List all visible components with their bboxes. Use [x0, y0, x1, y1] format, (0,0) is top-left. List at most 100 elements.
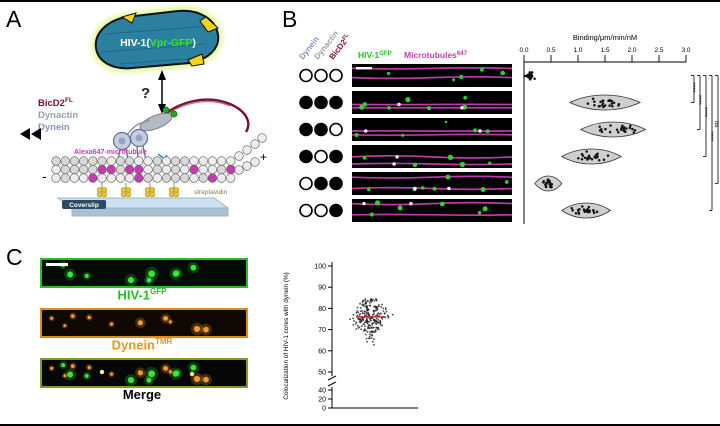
dynein-tail	[127, 119, 151, 135]
violin-row	[561, 202, 612, 219]
svg-text:2.5: 2.5	[654, 47, 663, 54]
condition-dot	[299, 122, 313, 137]
svg-text:40: 40	[318, 388, 326, 395]
condition-dot	[329, 149, 343, 164]
micrograph-strip-6	[352, 199, 512, 222]
micrograph-hiv-gfp	[40, 258, 248, 288]
violin-row	[579, 121, 647, 138]
panel-c-label: C	[6, 244, 23, 270]
svg-text:50: 50	[318, 370, 326, 377]
gfp-dot	[170, 110, 178, 118]
significance-label: ns	[713, 121, 720, 129]
panel-a-schematic: HIV-1(Vpr-GFP) ? BicD2FL Dynactin Dynein…	[20, 6, 267, 217]
condition-dot	[314, 203, 328, 218]
micrograph-dynein-tmr	[40, 308, 248, 338]
micrograph-strip-3	[352, 118, 512, 141]
micrograph-strip-5	[352, 172, 512, 195]
dynein-label: Dynein	[38, 122, 70, 133]
condition-dot	[314, 122, 328, 137]
dynein-ring-center	[135, 134, 143, 142]
condition-dots	[299, 68, 343, 218]
svg-text:70: 70	[318, 327, 326, 334]
svg-text:1.0: 1.0	[573, 47, 582, 54]
binding-plot: Binding/μm/min/nM 0.0 0.5 1.0 1.5 2.0 2.5 3.0 **…	[519, 33, 720, 224]
micrograph-strip-2	[352, 91, 512, 114]
svg-text:3.0: 3.0	[681, 47, 690, 54]
svg-text:1.5: 1.5	[600, 47, 609, 54]
merge-strip-label: Merge	[122, 387, 162, 402]
hiv-gfp-strip-label: HIV-1GFP	[117, 287, 167, 303]
violin-row	[524, 71, 536, 81]
svg-text:20: 20	[318, 397, 326, 404]
violin-row	[560, 148, 623, 165]
svg-text:0: 0	[322, 406, 326, 413]
colocalization-plot: Colocalization of HIV-1 cores with dynei…	[283, 262, 418, 413]
left-arrow-icon	[31, 128, 41, 140]
capsid-lattice-lines	[101, 25, 211, 65]
capsid-patch	[199, 16, 219, 33]
scatter-points	[349, 298, 394, 346]
coverslip-front	[71, 207, 229, 217]
condition-dot	[299, 176, 313, 191]
violin-row	[568, 94, 642, 111]
coverslip-badge	[62, 200, 106, 209]
condition-dot	[329, 203, 343, 218]
arrow-up-head	[158, 70, 166, 80]
condition-dot	[314, 68, 328, 83]
significance-label: ****	[701, 107, 708, 118]
left-arrow-icon	[20, 128, 30, 140]
condition-dot	[314, 176, 328, 191]
hiv-gfp-header: HIV-1GFP	[358, 50, 392, 60]
capsid-patch	[187, 53, 205, 67]
condition-dot	[314, 149, 328, 164]
svg-text:60: 60	[318, 348, 326, 355]
bicd2-label: BicD2FL	[38, 97, 73, 109]
svg-text:2.0: 2.0	[627, 47, 636, 54]
panel-b-label: B	[282, 6, 298, 32]
hiv-capsid	[94, 9, 220, 70]
micrograph-strip-1	[352, 64, 512, 87]
dynein-tmr-strip-label: DyneinTMR	[111, 337, 173, 353]
streptavidin-anchors	[96, 183, 180, 198]
svg-text:0.5: 0.5	[546, 47, 555, 54]
svg-text:80: 80	[318, 306, 326, 313]
svg-text:90: 90	[318, 285, 326, 292]
condition-dot	[299, 149, 313, 164]
capsid-label: HIV-1(Vpr-GFP)	[120, 37, 196, 49]
capsid-patch	[120, 12, 137, 24]
condition-dot	[314, 95, 328, 110]
condition-dot	[329, 122, 343, 137]
micrograph-strip-4	[352, 145, 512, 168]
question-mark: ?	[141, 85, 150, 102]
microtubule	[51, 133, 267, 183]
svg-text:100: 100	[314, 264, 326, 271]
condition-dot	[299, 203, 313, 218]
condition-dot	[329, 95, 343, 110]
dynein-ring-center	[118, 137, 126, 145]
panel-a-label: A	[6, 6, 22, 32]
significance-label: ****	[689, 83, 696, 94]
condition-dot	[299, 68, 313, 83]
significance-label: ****	[707, 131, 714, 142]
alexa647-microtubule-label: Alexa647-microtubule	[74, 149, 147, 156]
condition-dot	[329, 176, 343, 191]
y-axis-title: Colocalization of HIV-1 cores with dynei…	[283, 272, 290, 400]
minus-end-label: -	[42, 168, 47, 184]
condition-dot	[299, 95, 313, 110]
dynein-stalks	[117, 145, 147, 161]
streptavidin-label: streptavidin	[194, 189, 228, 196]
bicd2-coiled-coil	[159, 98, 250, 133]
panel-b-conditions: Dynein Dynactin BicD2FL HIV-1GFP Microtu…	[297, 29, 468, 218]
micrograph-merge	[40, 358, 248, 388]
violin-row	[534, 175, 563, 192]
coverslip-label: Coverslip	[69, 202, 99, 209]
plus-end-label: +	[260, 150, 267, 164]
condition-dot	[329, 68, 343, 83]
microtubules-header: Microtubules647	[404, 50, 468, 60]
arrow-down-head	[158, 104, 166, 114]
svg-text:0.0: 0.0	[519, 47, 528, 54]
x-axis-title: Binding/μm/min/nM	[573, 33, 637, 42]
dynactin-label: Dynactin	[38, 110, 78, 121]
gfp-dot	[162, 106, 170, 114]
